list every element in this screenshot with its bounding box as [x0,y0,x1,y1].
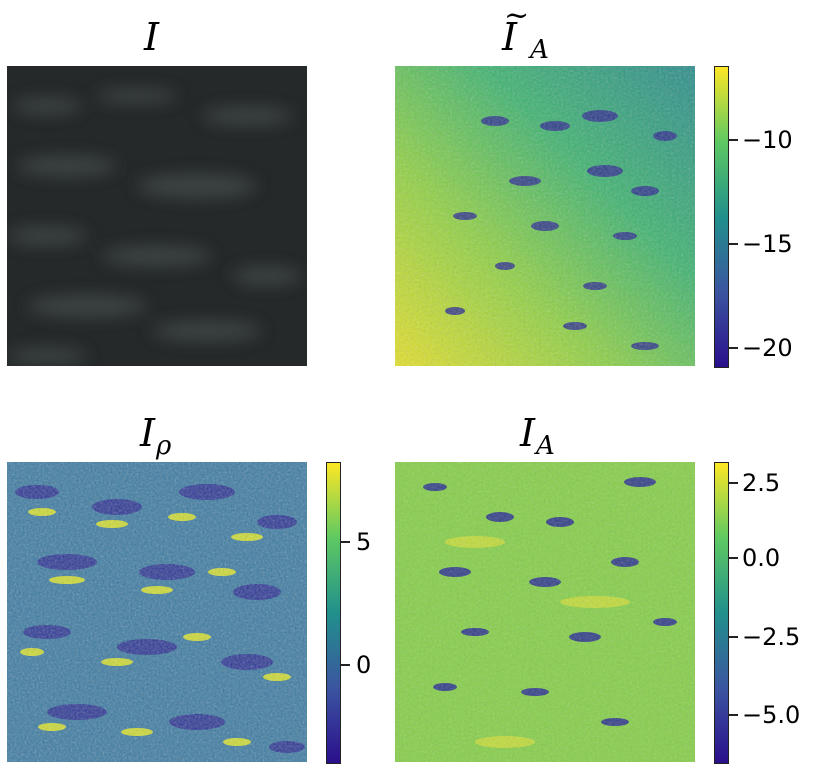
colorbar-tick [729,714,738,716]
colorbar-tick-label: 5 [356,528,372,556]
colorbar-tick-label: −2.5 [742,623,801,651]
colorbar-i-a [714,462,729,764]
colorbar-tick [729,243,738,245]
tilde-accent: ~ [504,0,530,33]
panel-title-i-a-tilde: ~ I A [502,0,549,65]
colorbar-tick [341,664,350,666]
viridis-noise-image [7,462,307,762]
colorbar-tick-label: 0 [356,651,372,679]
colorbar-tick [729,347,738,349]
colorbar-tick-label: −5.0 [742,701,801,729]
colorbar-tick [729,636,738,638]
panel-title-i: I [144,15,160,59]
colorbar-tick-label: 0.0 [742,544,781,572]
colorbar-tick-label: −10 [742,126,793,154]
colorbar-tick [729,557,738,559]
colorbar-tick-label: 2.5 [742,469,781,497]
colorbar-tick [341,541,350,543]
panel-title-i-rho: Iρ [140,411,172,461]
colorbar-tick-label: −20 [742,334,793,362]
colorbar-tick-label: −15 [742,230,793,258]
colorbar-i-a-tilde [714,66,729,368]
panel-title-i-a: IA [520,411,555,461]
viridis-trend-image [395,66,695,366]
grayscale-image [7,66,307,366]
viridis-flat-image [395,462,695,762]
colorbar-tick [729,139,738,141]
colorbar-tick [729,482,738,484]
colorbar-i-rho [326,462,341,764]
